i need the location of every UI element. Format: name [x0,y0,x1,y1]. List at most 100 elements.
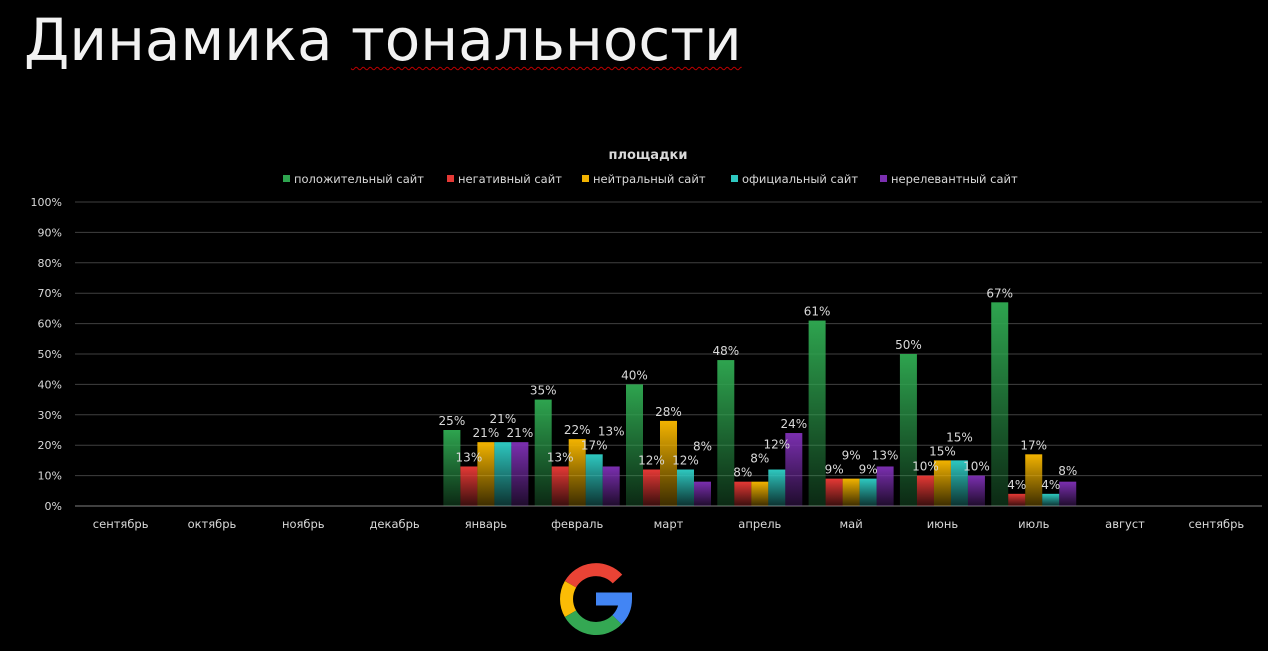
legend-label: нейтральный сайт [593,172,706,186]
x-tick-label: сентябрь [93,517,149,531]
data-label: 17% [1020,438,1047,452]
bar [785,433,803,506]
bar [660,420,677,506]
bar [511,442,529,506]
y-tick-label: 20% [38,439,62,452]
bar [626,384,643,506]
data-label: 13% [547,450,574,464]
x-tick-label: март [654,517,684,531]
data-label: 8% [733,466,752,480]
bar [950,460,968,506]
y-tick-label: 40% [38,378,62,391]
data-label: 40% [621,368,648,382]
data-label: 21% [507,426,534,440]
x-tick-label: ноябрь [282,517,325,531]
data-label: 9% [825,463,844,477]
x-tick-label: октябрь [188,517,237,531]
logo-blue [596,592,633,625]
bar [534,399,552,506]
x-tick-label: январь [465,517,508,531]
bar [991,302,1009,506]
legend-swatch [582,175,589,182]
bar [768,469,786,506]
bar [585,454,603,506]
y-tick-label: 30% [38,409,62,422]
data-label: 48% [712,344,739,358]
bar [443,430,461,506]
bar [717,360,735,506]
bar-chart: площадки положительный сайт негативный са… [31,148,1262,531]
google-logo [560,563,633,635]
x-tick-label: июнь [927,517,959,531]
x-tick-label: июль [1018,517,1050,531]
data-labels: 25%13%21%21%21%35%13%22%17%13%40%12%28%1… [439,286,1078,492]
bar [808,320,826,506]
data-label: 50% [895,338,922,352]
bar [967,475,985,506]
legend-swatch [447,175,454,182]
bar [694,481,711,506]
logo-yellow [560,580,577,618]
data-label: 10% [912,460,939,474]
x-tick-label: февраль [551,517,603,531]
legend-label: негативный сайт [458,172,562,186]
data-label: 12% [763,438,790,452]
bar [933,460,951,506]
chart-title: площадки [608,148,687,163]
title-word: тональности [350,6,742,74]
bar [842,478,860,506]
data-label: 21% [490,412,517,426]
bar [643,469,660,506]
bar [494,442,512,506]
bar [1008,493,1026,506]
logo-red [564,563,623,588]
x-tick-label: апрель [738,517,781,531]
bar [916,475,934,506]
x-tick-label: сентябрь [1188,517,1244,531]
bar [825,478,843,506]
data-label: 15% [946,430,973,444]
data-label: 28% [655,405,682,419]
legend-swatch [283,175,290,182]
bar [751,481,769,506]
bar [876,466,894,506]
x-tick-label: май [840,517,863,531]
data-label: 24% [780,417,807,431]
legend-swatch [880,175,887,182]
data-label: 15% [929,444,956,458]
title-word: Динамика [24,6,333,74]
data-label: 9% [859,463,878,477]
bar [734,481,752,506]
legend: положительный сайт негативный сайт нейтрал… [283,172,1018,186]
data-label: 17% [581,438,608,452]
bar [1025,454,1043,506]
data-label: 13% [598,424,625,438]
gridlines: 0% 10% 20% 30% 40% 50% 60% 70% 80% 90% 100% [31,196,1262,513]
data-label: 8% [1058,464,1077,478]
data-label: 8% [750,452,769,466]
legend-label: нерелевантный сайт [891,172,1018,186]
bar [568,439,586,506]
legend-label: положительный сайт [294,172,424,186]
data-label: 35% [530,384,557,398]
y-tick-label: 50% [38,348,62,361]
data-label: 13% [456,450,483,464]
y-tick-label: 90% [38,226,62,239]
bar [1042,493,1060,506]
data-label: 9% [842,449,861,463]
data-label: 13% [872,449,899,463]
x-tick-label: декабрь [369,517,419,531]
bar [460,466,478,506]
data-label: 61% [804,305,831,319]
data-label: 25% [439,414,466,428]
y-tick-label: 60% [38,318,62,331]
bar [899,354,917,506]
data-label: 4% [1007,478,1026,492]
y-tick-label: 70% [38,287,62,300]
data-label: 8% [693,440,712,454]
logo-green [564,610,622,635]
bar [677,469,694,506]
legend-swatch [731,175,738,182]
legend-label: официальный сайт [742,172,858,186]
bar [602,466,620,506]
